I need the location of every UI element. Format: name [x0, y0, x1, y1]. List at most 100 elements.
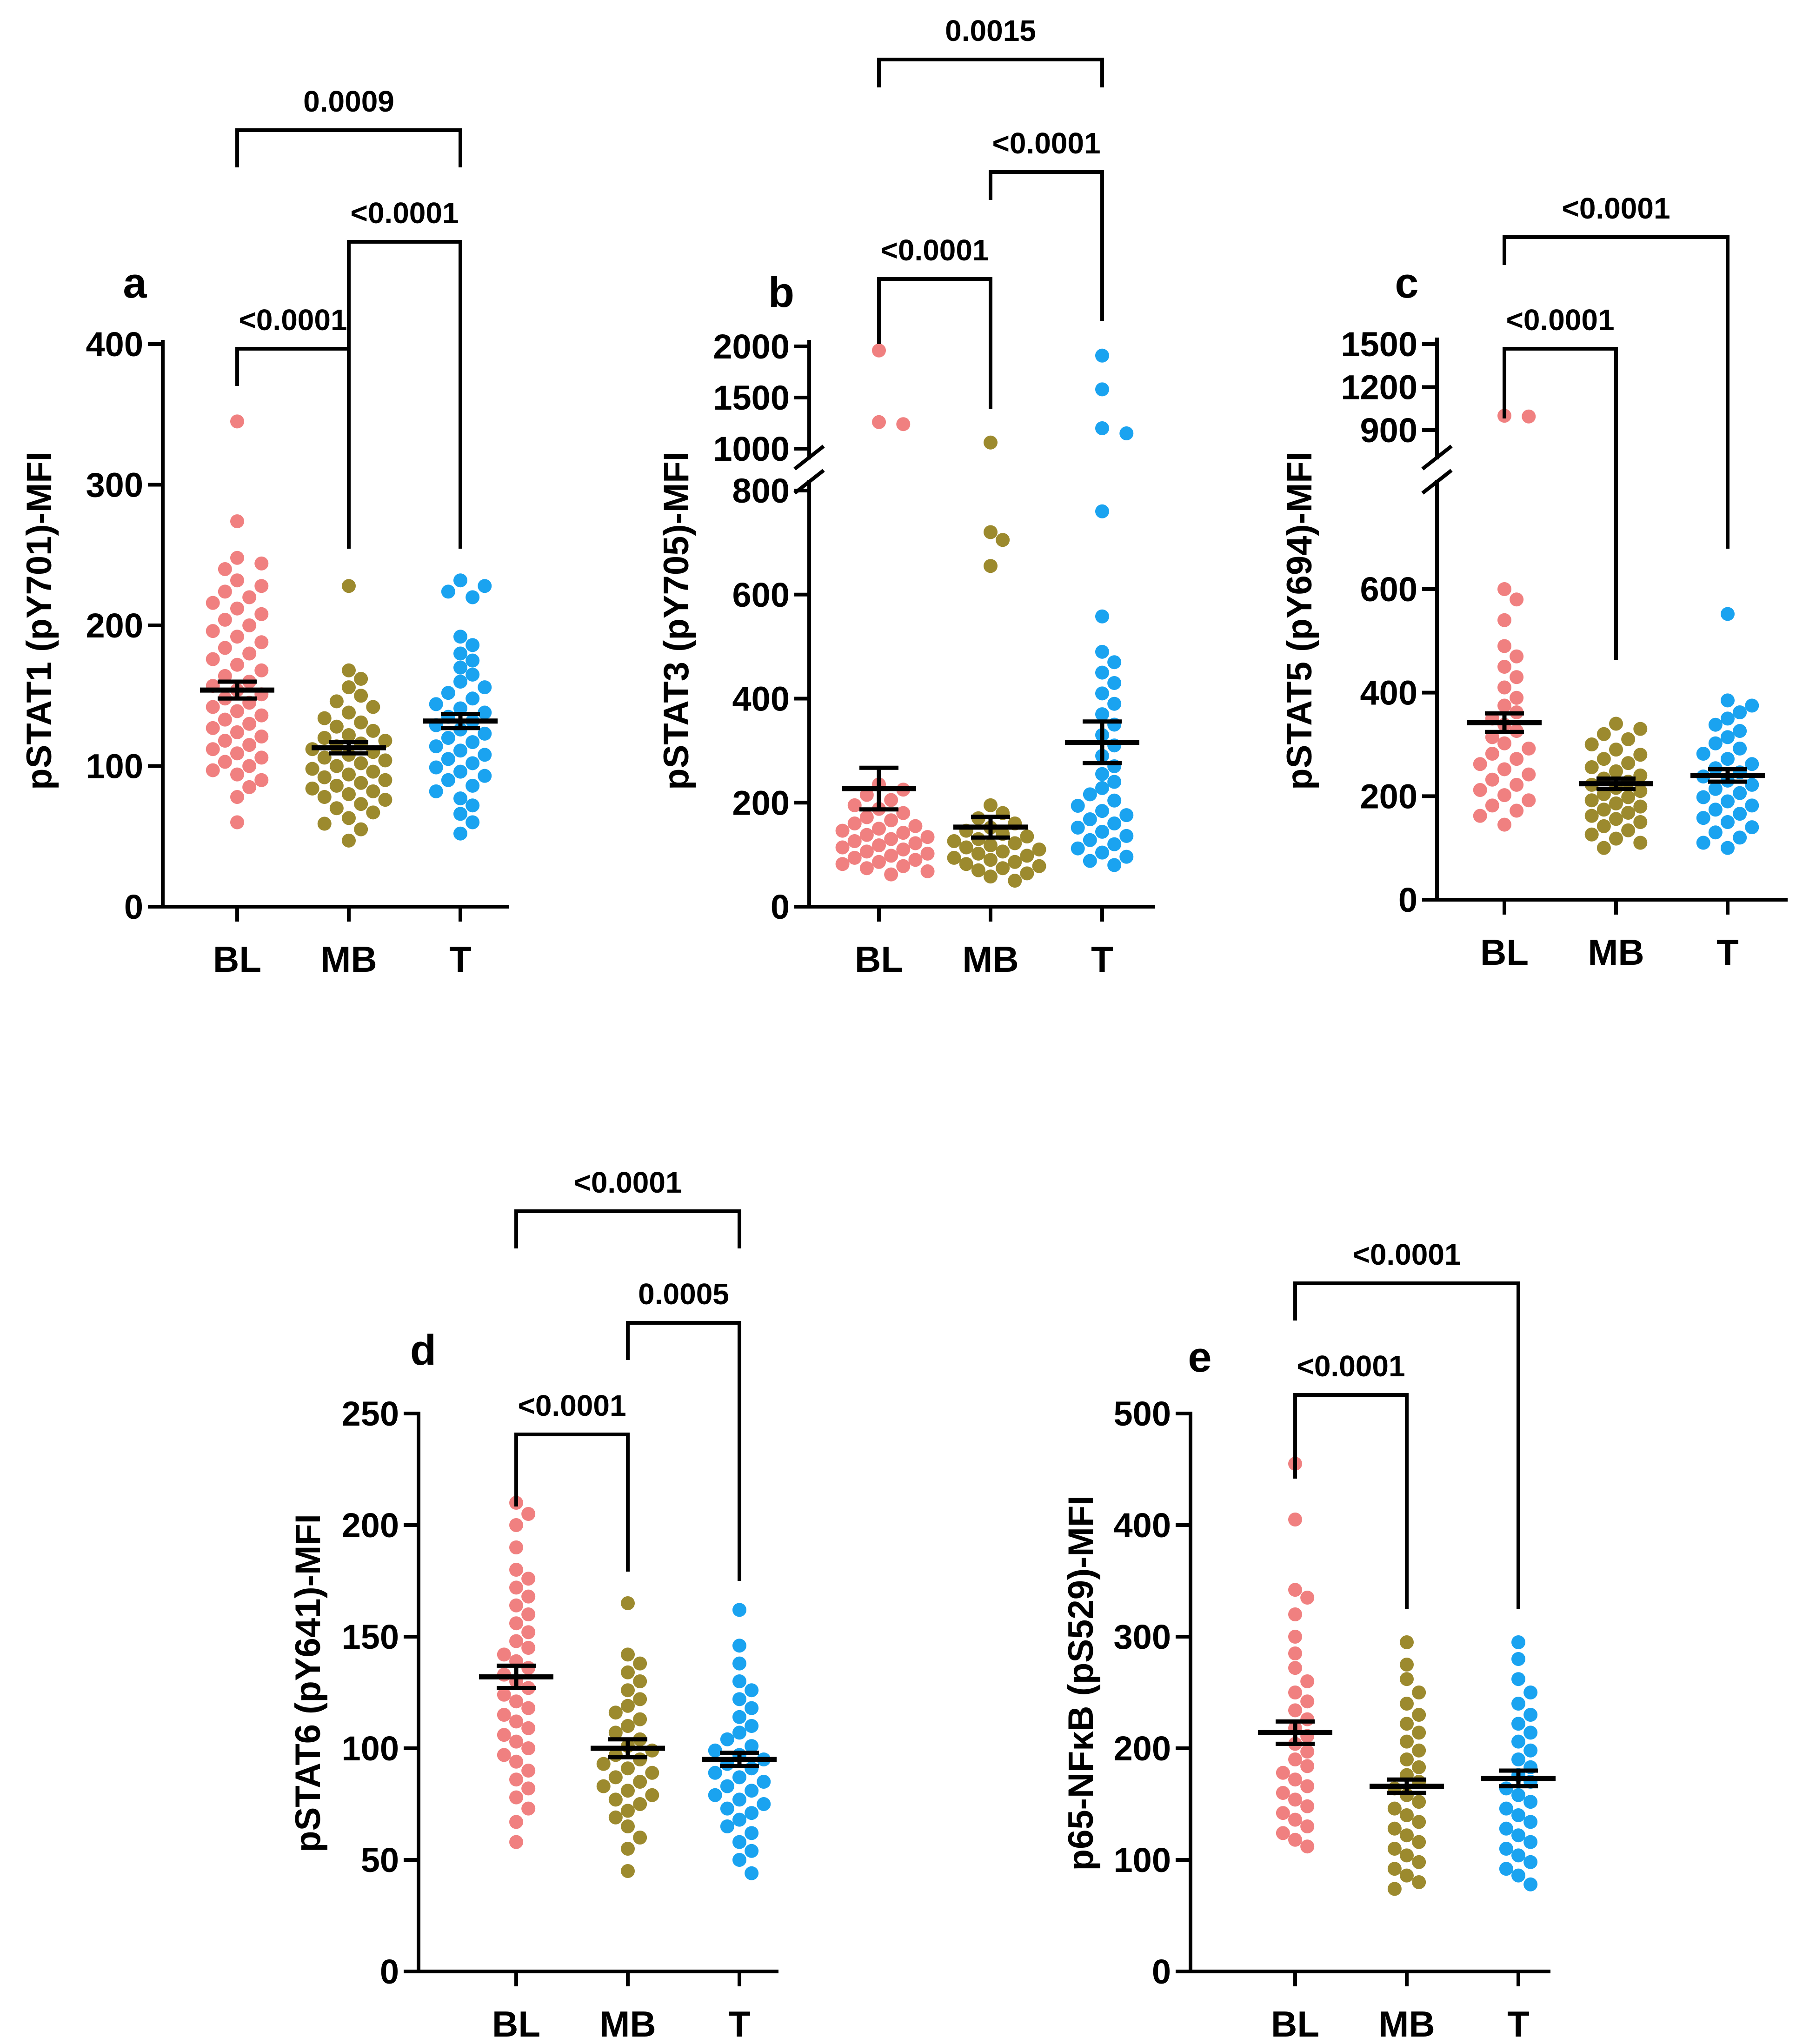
panel-b-ytick-upper-label: 1500	[713, 378, 790, 417]
panel-b-data-point	[896, 417, 911, 431]
panel-c-data-point	[1745, 698, 1759, 713]
panel-b-data-point	[859, 844, 874, 859]
panel-d-category-label: BL	[492, 2004, 540, 2044]
panel-b-data-point	[1071, 798, 1085, 813]
panel-a-data-point	[230, 767, 244, 782]
panel-a-ytick-label: 300	[86, 466, 143, 504]
panel-d-ytick-label: 0	[380, 1952, 399, 1991]
panel-e-ytick-label: 400	[1114, 1506, 1171, 1545]
panel-a-data-point	[453, 807, 467, 821]
panel-b-data-point	[1095, 824, 1109, 839]
panel-e-data-point	[1387, 1882, 1402, 1896]
panel-b-data-point	[947, 850, 961, 865]
panel-b-data-point	[1032, 842, 1046, 856]
panel-b-data-point	[1095, 767, 1109, 781]
panel-c-category-label: BL	[1480, 932, 1529, 973]
panel-c-data-point	[1696, 836, 1710, 850]
panel-c-data-point	[1708, 736, 1723, 750]
panel-b-axis-break-mark	[793, 445, 825, 471]
panel-e-ytick-label: 0	[1152, 1952, 1171, 1991]
panel-d-data-point	[745, 1866, 759, 1880]
panel-d-data-point	[521, 1721, 536, 1735]
panel-e-categories: BL MB T	[1271, 2004, 1530, 2044]
panel-e-data-point	[1511, 1752, 1525, 1766]
panel-c-data-point	[1522, 409, 1536, 424]
panel-a-data-point	[354, 671, 368, 686]
panel-a-data-point	[218, 641, 232, 655]
panel-b-comparison-bracket	[877, 58, 1104, 87]
panel-d-data-point	[732, 1656, 746, 1671]
panel-c-categories: BL MB T	[1480, 932, 1739, 973]
panel-d-data-point	[621, 1647, 635, 1662]
panel-c-axis-break-mark	[1421, 445, 1453, 471]
panel-d-data-point	[621, 1699, 635, 1713]
panel-d-data-point	[621, 1665, 635, 1679]
panel-b-data-point	[896, 806, 911, 820]
panel-d-data-point	[497, 1748, 511, 1762]
panel-c-letter: c	[1395, 259, 1418, 307]
panel-b-data-point	[884, 849, 898, 863]
panel-c-data-point	[1609, 743, 1623, 757]
panel-c-ytick-upper-label: 1200	[1341, 368, 1417, 407]
panel-b-data-point	[884, 867, 898, 882]
panel-d-data-point	[757, 1775, 771, 1789]
panel-c-data-point	[1497, 582, 1511, 596]
panel-a-data-point	[354, 715, 368, 730]
panel-a-ytick-label: 200	[86, 606, 143, 645]
panel-a-data-point	[242, 717, 257, 731]
panel-a-axis	[148, 340, 509, 922]
panel-b-data-point	[884, 813, 898, 828]
panel-d-data-point	[732, 1812, 746, 1827]
panel-a-data-point	[342, 767, 356, 782]
panel-c-data-point	[1473, 809, 1487, 823]
panel-b-data-point	[847, 850, 862, 865]
panel-e-data-point	[1288, 1832, 1302, 1847]
panel-c-data-point	[1497, 698, 1511, 713]
panel-d-data-point	[509, 1616, 523, 1631]
panel-a-data-point	[478, 705, 492, 720]
panel-e-data-point	[1412, 1835, 1426, 1849]
panel-c-data-point	[1584, 793, 1599, 808]
panel-a-data-point	[342, 663, 356, 677]
panel-b-pvalue: <0.0001	[880, 233, 989, 267]
panel-d-data-point	[720, 1801, 734, 1816]
panel-a-data-point	[218, 734, 232, 748]
panel-c-axis-break-mark	[1421, 469, 1453, 495]
panel-e-category-label: T	[1507, 2004, 1530, 2044]
panel-a-data-point	[453, 701, 467, 716]
panel-d-data-point	[621, 1719, 635, 1733]
panel-d-data-point	[732, 1639, 746, 1653]
panel-e-data-point	[1288, 1583, 1302, 1597]
panel-e-data-point	[1499, 1801, 1513, 1816]
panel-a-data-point	[254, 579, 269, 593]
panel-c-data-point	[1633, 799, 1648, 814]
panel-a-data-point	[441, 584, 455, 599]
panel-c-ylabel: pSTAT5 (pY694)-MFI	[1280, 451, 1319, 790]
panel-a-data-point	[342, 787, 356, 801]
panel-d-data-point	[509, 1714, 523, 1729]
panel-a-data-point	[429, 760, 443, 775]
panel-b-data-point	[1119, 829, 1134, 843]
panel-e-letter: e	[1188, 1334, 1211, 1381]
panel-a-data-point	[242, 759, 257, 773]
panel-e-data-point	[1523, 1725, 1538, 1740]
panel-b-letter: b	[768, 269, 794, 316]
panel-a-ytick-label: 100	[86, 747, 143, 786]
panel-a-data-point	[478, 726, 492, 741]
panel-b-data-point	[1071, 841, 1085, 856]
panel-c-comparison-bracket	[1503, 347, 1618, 377]
panel-c-data-point	[1510, 649, 1524, 664]
panel-d-data-point	[732, 1710, 746, 1724]
panel-c-data-point	[1596, 803, 1611, 817]
panel-d-data-point	[732, 1674, 746, 1688]
panel-d-category-label: T	[728, 2004, 751, 2044]
panel-b-data-point	[1083, 787, 1097, 802]
panel-c-ytick-upper-label: 900	[1360, 411, 1417, 450]
panel-b-data-point	[1008, 855, 1022, 869]
panel-e-data-point	[1300, 1779, 1315, 1793]
panel-a-pvalue: 0.0009	[303, 85, 394, 118]
panel-c-data-point	[1510, 777, 1524, 792]
panel-a-data-point	[378, 734, 392, 748]
panel-e-data-point	[1412, 1743, 1426, 1758]
panel-a-ylabel: pSTAT1 (pY701)-MFI	[20, 451, 59, 790]
